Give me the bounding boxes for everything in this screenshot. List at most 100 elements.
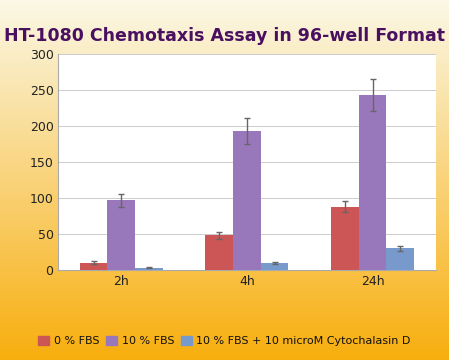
Bar: [0, 31, 449, 32]
Bar: [0, 7, 449, 9]
Bar: [0, 148, 449, 149]
Bar: [0, 9, 449, 11]
Bar: [0, 139, 449, 140]
Bar: [0, 295, 449, 297]
Bar: [0, 54, 449, 56]
Bar: [206, 235, 233, 270]
Bar: [0, 27, 449, 29]
Bar: [0, 94, 449, 95]
Bar: [261, 263, 288, 270]
Bar: [0, 293, 449, 295]
Bar: [0, 13, 449, 14]
Bar: [0, 346, 449, 347]
Bar: [0, 0, 449, 2]
Bar: [0, 38, 449, 40]
Bar: [0, 340, 449, 342]
Bar: [0, 130, 449, 131]
Bar: [0, 63, 449, 65]
Bar: [0, 304, 449, 306]
Bar: [0, 4, 449, 5]
Bar: [0, 288, 449, 290]
Bar: [233, 131, 261, 270]
Bar: [0, 115, 449, 117]
Bar: [0, 146, 449, 148]
Bar: [0, 153, 449, 155]
Bar: [0, 243, 449, 245]
Bar: [0, 43, 449, 45]
Bar: [0, 279, 449, 281]
Bar: [0, 158, 449, 160]
Bar: [0, 52, 449, 54]
Bar: [0, 85, 449, 86]
Bar: [0, 184, 449, 185]
Text: HT-1080 Chemotaxis Assay in 96-well Format: HT-1080 Chemotaxis Assay in 96-well Form…: [4, 27, 445, 45]
Bar: [0, 322, 449, 324]
Bar: [331, 207, 359, 270]
Bar: [0, 5, 449, 7]
Bar: [0, 83, 449, 85]
Bar: [0, 333, 449, 335]
Bar: [0, 59, 449, 61]
Bar: [0, 299, 449, 301]
Bar: [0, 45, 449, 47]
Bar: [135, 268, 163, 270]
Bar: [0, 101, 449, 103]
Bar: [0, 11, 449, 13]
Bar: [0, 211, 449, 212]
Bar: [0, 149, 449, 151]
Bar: [0, 315, 449, 317]
Bar: [0, 229, 449, 230]
Bar: [0, 144, 449, 146]
Bar: [0, 209, 449, 211]
Bar: [0, 353, 449, 355]
Bar: [0, 286, 449, 288]
Bar: [0, 265, 449, 266]
Bar: [0, 191, 449, 193]
Bar: [0, 356, 449, 358]
Bar: [0, 108, 449, 110]
Bar: [0, 310, 449, 311]
Bar: [0, 122, 449, 124]
Bar: [0, 319, 449, 320]
Bar: [0, 88, 449, 90]
Bar: [0, 203, 449, 205]
Bar: [0, 65, 449, 67]
Bar: [0, 328, 449, 329]
Bar: [0, 263, 449, 265]
Bar: [0, 162, 449, 164]
Bar: [0, 223, 449, 225]
Bar: [0, 50, 449, 52]
Bar: [0, 324, 449, 326]
Bar: [0, 126, 449, 128]
Bar: [0, 351, 449, 353]
Bar: [0, 41, 449, 43]
Bar: [0, 337, 449, 338]
Bar: [0, 189, 449, 191]
Bar: [0, 157, 449, 158]
Bar: [0, 185, 449, 187]
Bar: [0, 306, 449, 308]
Bar: [0, 140, 449, 142]
Bar: [0, 142, 449, 144]
Bar: [0, 77, 449, 79]
Bar: [0, 194, 449, 196]
Bar: [0, 274, 449, 275]
Bar: [0, 236, 449, 238]
Bar: [359, 95, 387, 270]
Bar: [0, 241, 449, 243]
Bar: [0, 290, 449, 292]
Bar: [0, 23, 449, 25]
Bar: [0, 308, 449, 310]
Bar: [0, 18, 449, 20]
Bar: [0, 22, 449, 23]
Bar: [0, 326, 449, 328]
Bar: [0, 214, 449, 216]
Bar: [0, 124, 449, 126]
Bar: [0, 212, 449, 214]
Bar: [0, 272, 449, 274]
Bar: [0, 74, 449, 76]
Bar: [0, 178, 449, 180]
Bar: [0, 95, 449, 97]
Bar: [0, 173, 449, 175]
Bar: [0, 135, 449, 137]
